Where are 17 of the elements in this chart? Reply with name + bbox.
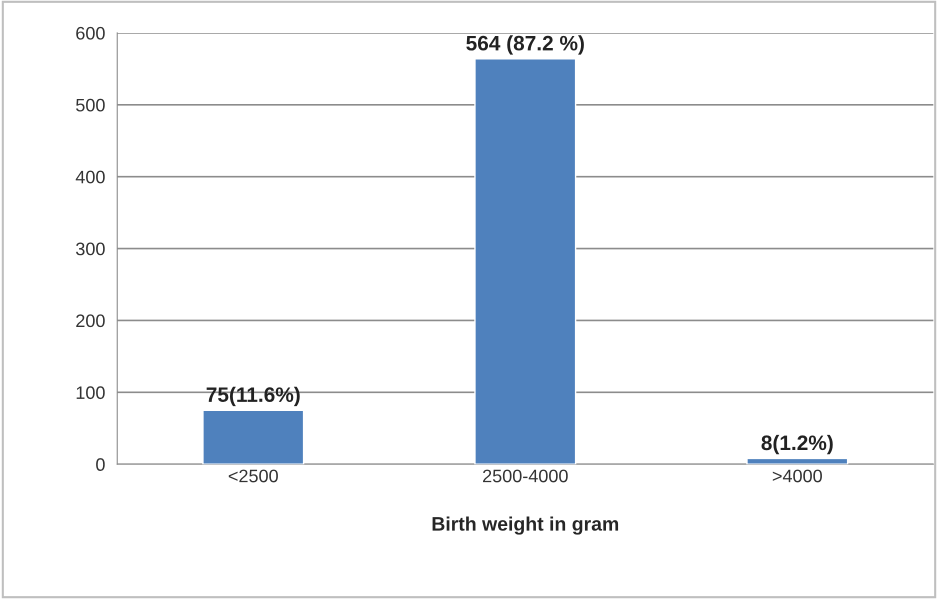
y-tick-label: 400 — [76, 170, 105, 184]
bar — [746, 458, 848, 464]
y-tick-label: 100 — [76, 386, 105, 400]
x-axis-title: Birth weight in gram — [432, 516, 618, 535]
y-tick-label: 300 — [76, 242, 105, 256]
data-label: 8(1.2%) — [761, 434, 833, 454]
x-tick-label: >4000 — [772, 470, 822, 482]
bar — [202, 410, 304, 464]
y-tick-label: 600 — [76, 26, 105, 40]
x-tick-label: <2500 — [228, 470, 278, 482]
y-tick-label: 200 — [76, 314, 105, 328]
x-tick-label: 2500-4000 — [483, 470, 568, 482]
data-label: 75(11.6%) — [206, 386, 300, 406]
y-tick-label: 500 — [76, 98, 105, 112]
bar — [474, 58, 576, 464]
y-tick-label: 0 — [96, 458, 105, 471]
data-label: 564 (87.2 %) — [466, 35, 584, 55]
